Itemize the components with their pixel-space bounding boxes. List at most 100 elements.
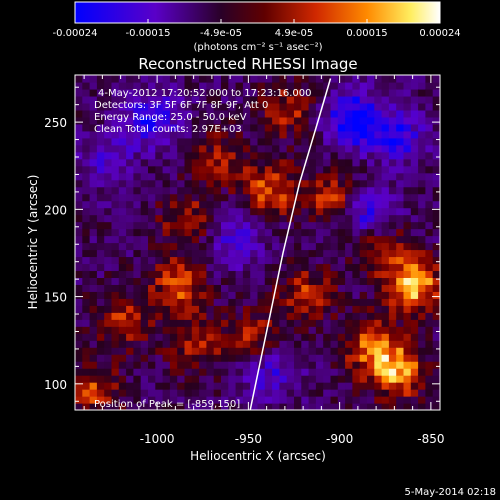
heatmap-cell — [345, 263, 353, 272]
heatmap-cell — [235, 326, 244, 334]
heatmap-cell — [396, 228, 405, 237]
colorbar-bar — [74, 1, 441, 24]
heatmap-cell — [177, 186, 186, 195]
heatmap-cell — [82, 382, 91, 390]
heatmap-cell — [418, 368, 426, 376]
heatmap-cell — [367, 256, 375, 265]
heatmap-cell — [82, 319, 91, 327]
heatmap-cell — [242, 375, 251, 383]
heatmap-cell — [221, 235, 229, 244]
heatmap-cell — [381, 75, 390, 83]
heatmap-cell — [272, 312, 280, 320]
heatmap-cell — [126, 291, 134, 299]
heatmap-cell — [279, 102, 288, 111]
heatmap-cell — [352, 298, 361, 306]
heatmap-cell — [388, 137, 397, 146]
heatmap-cell — [418, 270, 426, 278]
heatmap-cell — [330, 158, 339, 167]
heatmap-cell — [286, 263, 295, 272]
heatmap-cell — [213, 88, 222, 97]
heatmap-cell — [359, 347, 368, 355]
heatmap-cell — [308, 200, 317, 209]
heatmap-cell — [432, 179, 440, 188]
heatmap-cell — [301, 319, 310, 327]
heatmap-cell — [155, 186, 164, 195]
heatmap-cell — [410, 116, 419, 125]
heatmap-cell — [242, 81, 251, 90]
heatmap-cell — [308, 123, 317, 132]
heatmap-cell — [191, 249, 200, 258]
heatmap-cell — [75, 200, 83, 209]
heatmap-cell — [89, 102, 98, 111]
heatmap-cell — [96, 165, 105, 174]
heatmap-cell — [155, 102, 164, 111]
heatmap-cell — [89, 200, 98, 209]
heatmap-cell — [388, 270, 397, 278]
heatmap-cell — [374, 382, 383, 390]
heatmap-cell — [418, 319, 426, 327]
heatmap-cell — [330, 389, 339, 397]
heatmap-cell — [199, 389, 207, 397]
heatmap-cell — [96, 263, 105, 272]
heatmap-cell — [257, 200, 266, 209]
heatmap-cell — [286, 144, 295, 153]
heatmap-cell — [359, 277, 368, 285]
heatmap-cell — [337, 200, 346, 209]
heatmap-cell — [199, 361, 207, 369]
heatmap-cell — [301, 165, 310, 174]
heatmap-cell — [75, 88, 83, 97]
heatmap-cell — [315, 277, 324, 285]
heatmap-cell — [418, 172, 426, 181]
heatmap-cell — [323, 354, 332, 362]
heatmap-cell — [315, 249, 324, 258]
heatmap-cell — [425, 375, 434, 383]
heatmap-cell — [242, 326, 251, 334]
heatmap-cell — [221, 284, 229, 292]
heatmap-cell — [425, 116, 434, 125]
heatmap-cell — [96, 221, 105, 230]
heatmap-cell — [169, 130, 178, 139]
heatmap-cell — [330, 291, 339, 299]
heatmap-cell — [89, 235, 98, 244]
heatmap-cell — [272, 298, 280, 306]
heatmap-cell — [104, 263, 113, 272]
heatmap-cell — [82, 172, 91, 181]
heatmap-cell — [301, 228, 310, 237]
heatmap-cell — [118, 277, 127, 285]
heatmap-cell — [89, 123, 98, 132]
heatmap-cell — [425, 214, 434, 223]
heatmap-cell — [118, 81, 127, 90]
heatmap-cell — [89, 193, 98, 202]
heatmap-cell — [345, 235, 353, 244]
heatmap-cell — [96, 88, 105, 97]
heatmap-cell — [374, 193, 383, 202]
heatmap-cell — [272, 137, 280, 146]
heatmap-cell — [118, 242, 127, 251]
heatmap-cell — [315, 235, 324, 244]
heatmap-cell — [323, 305, 332, 313]
heatmap-cell — [126, 151, 134, 160]
heatmap-cell — [169, 200, 178, 209]
heatmap-cell — [140, 88, 149, 97]
heatmap-cell — [359, 151, 368, 160]
heatmap-cell — [352, 214, 361, 223]
heatmap-cell — [396, 263, 405, 272]
heatmap-cell — [294, 389, 302, 397]
heatmap-cell — [177, 284, 186, 292]
heatmap-cell — [359, 130, 368, 139]
heatmap-cell — [148, 186, 156, 195]
heatmap-cell — [199, 95, 207, 104]
heatmap-cell — [352, 382, 361, 390]
heatmap-cell — [177, 263, 186, 272]
heatmap-cell — [155, 235, 164, 244]
heatmap-cell — [257, 312, 266, 320]
heatmap-cell — [250, 270, 259, 278]
heatmap-cell — [345, 298, 353, 306]
heatmap-cell — [337, 123, 346, 132]
heatmap-cell — [89, 396, 98, 404]
heatmap-cell — [140, 382, 149, 390]
heatmap-cell — [396, 123, 405, 132]
heatmap-cell — [425, 172, 434, 181]
heatmap-cell — [206, 382, 215, 390]
heatmap-cell — [221, 333, 229, 341]
